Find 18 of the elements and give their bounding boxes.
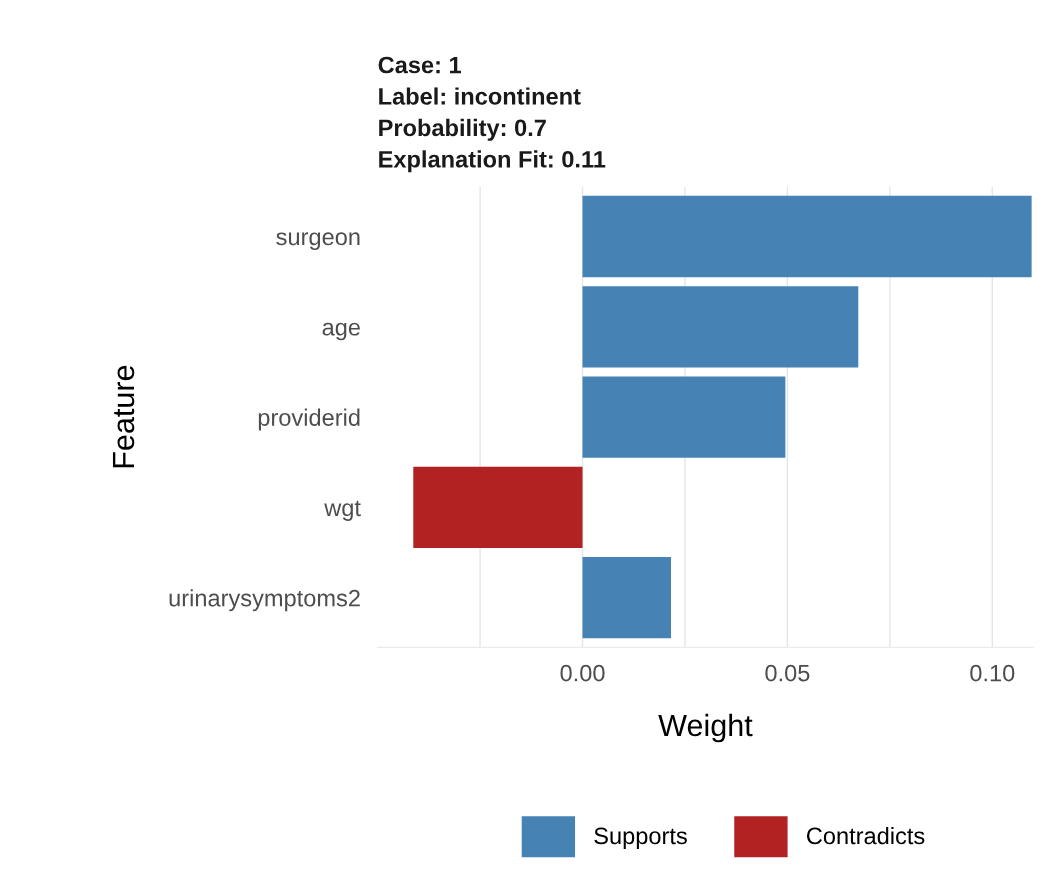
legend-label: Contradicts — [807, 826, 925, 845]
bar — [413, 466, 583, 549]
x-tick-label: 0.05 — [765, 664, 810, 682]
bar — [582, 286, 859, 368]
y-tick-label: wgt — [324, 500, 361, 521]
chart-title: Case: 1 Label: incontinent Probability: 0.7 Explanation Fit: 0.11 — [378, 56, 606, 173]
bar — [582, 557, 672, 639]
x-axis-title: Weight — [658, 713, 753, 743]
bar — [582, 195, 1032, 278]
y-axis-title: Feature — [112, 365, 135, 468]
legend-label: Supports — [594, 827, 687, 849]
y-tick-label: urinarysymptoms2 — [169, 589, 360, 612]
y-tick-label: age — [322, 322, 360, 341]
x-tick-label: 0.10 — [970, 664, 1015, 682]
bar — [582, 376, 786, 458]
y-tick-label: providerid — [258, 408, 360, 431]
x-tick-label: 0.00 — [560, 664, 605, 682]
y-tick-label: surgeon — [276, 232, 360, 250]
